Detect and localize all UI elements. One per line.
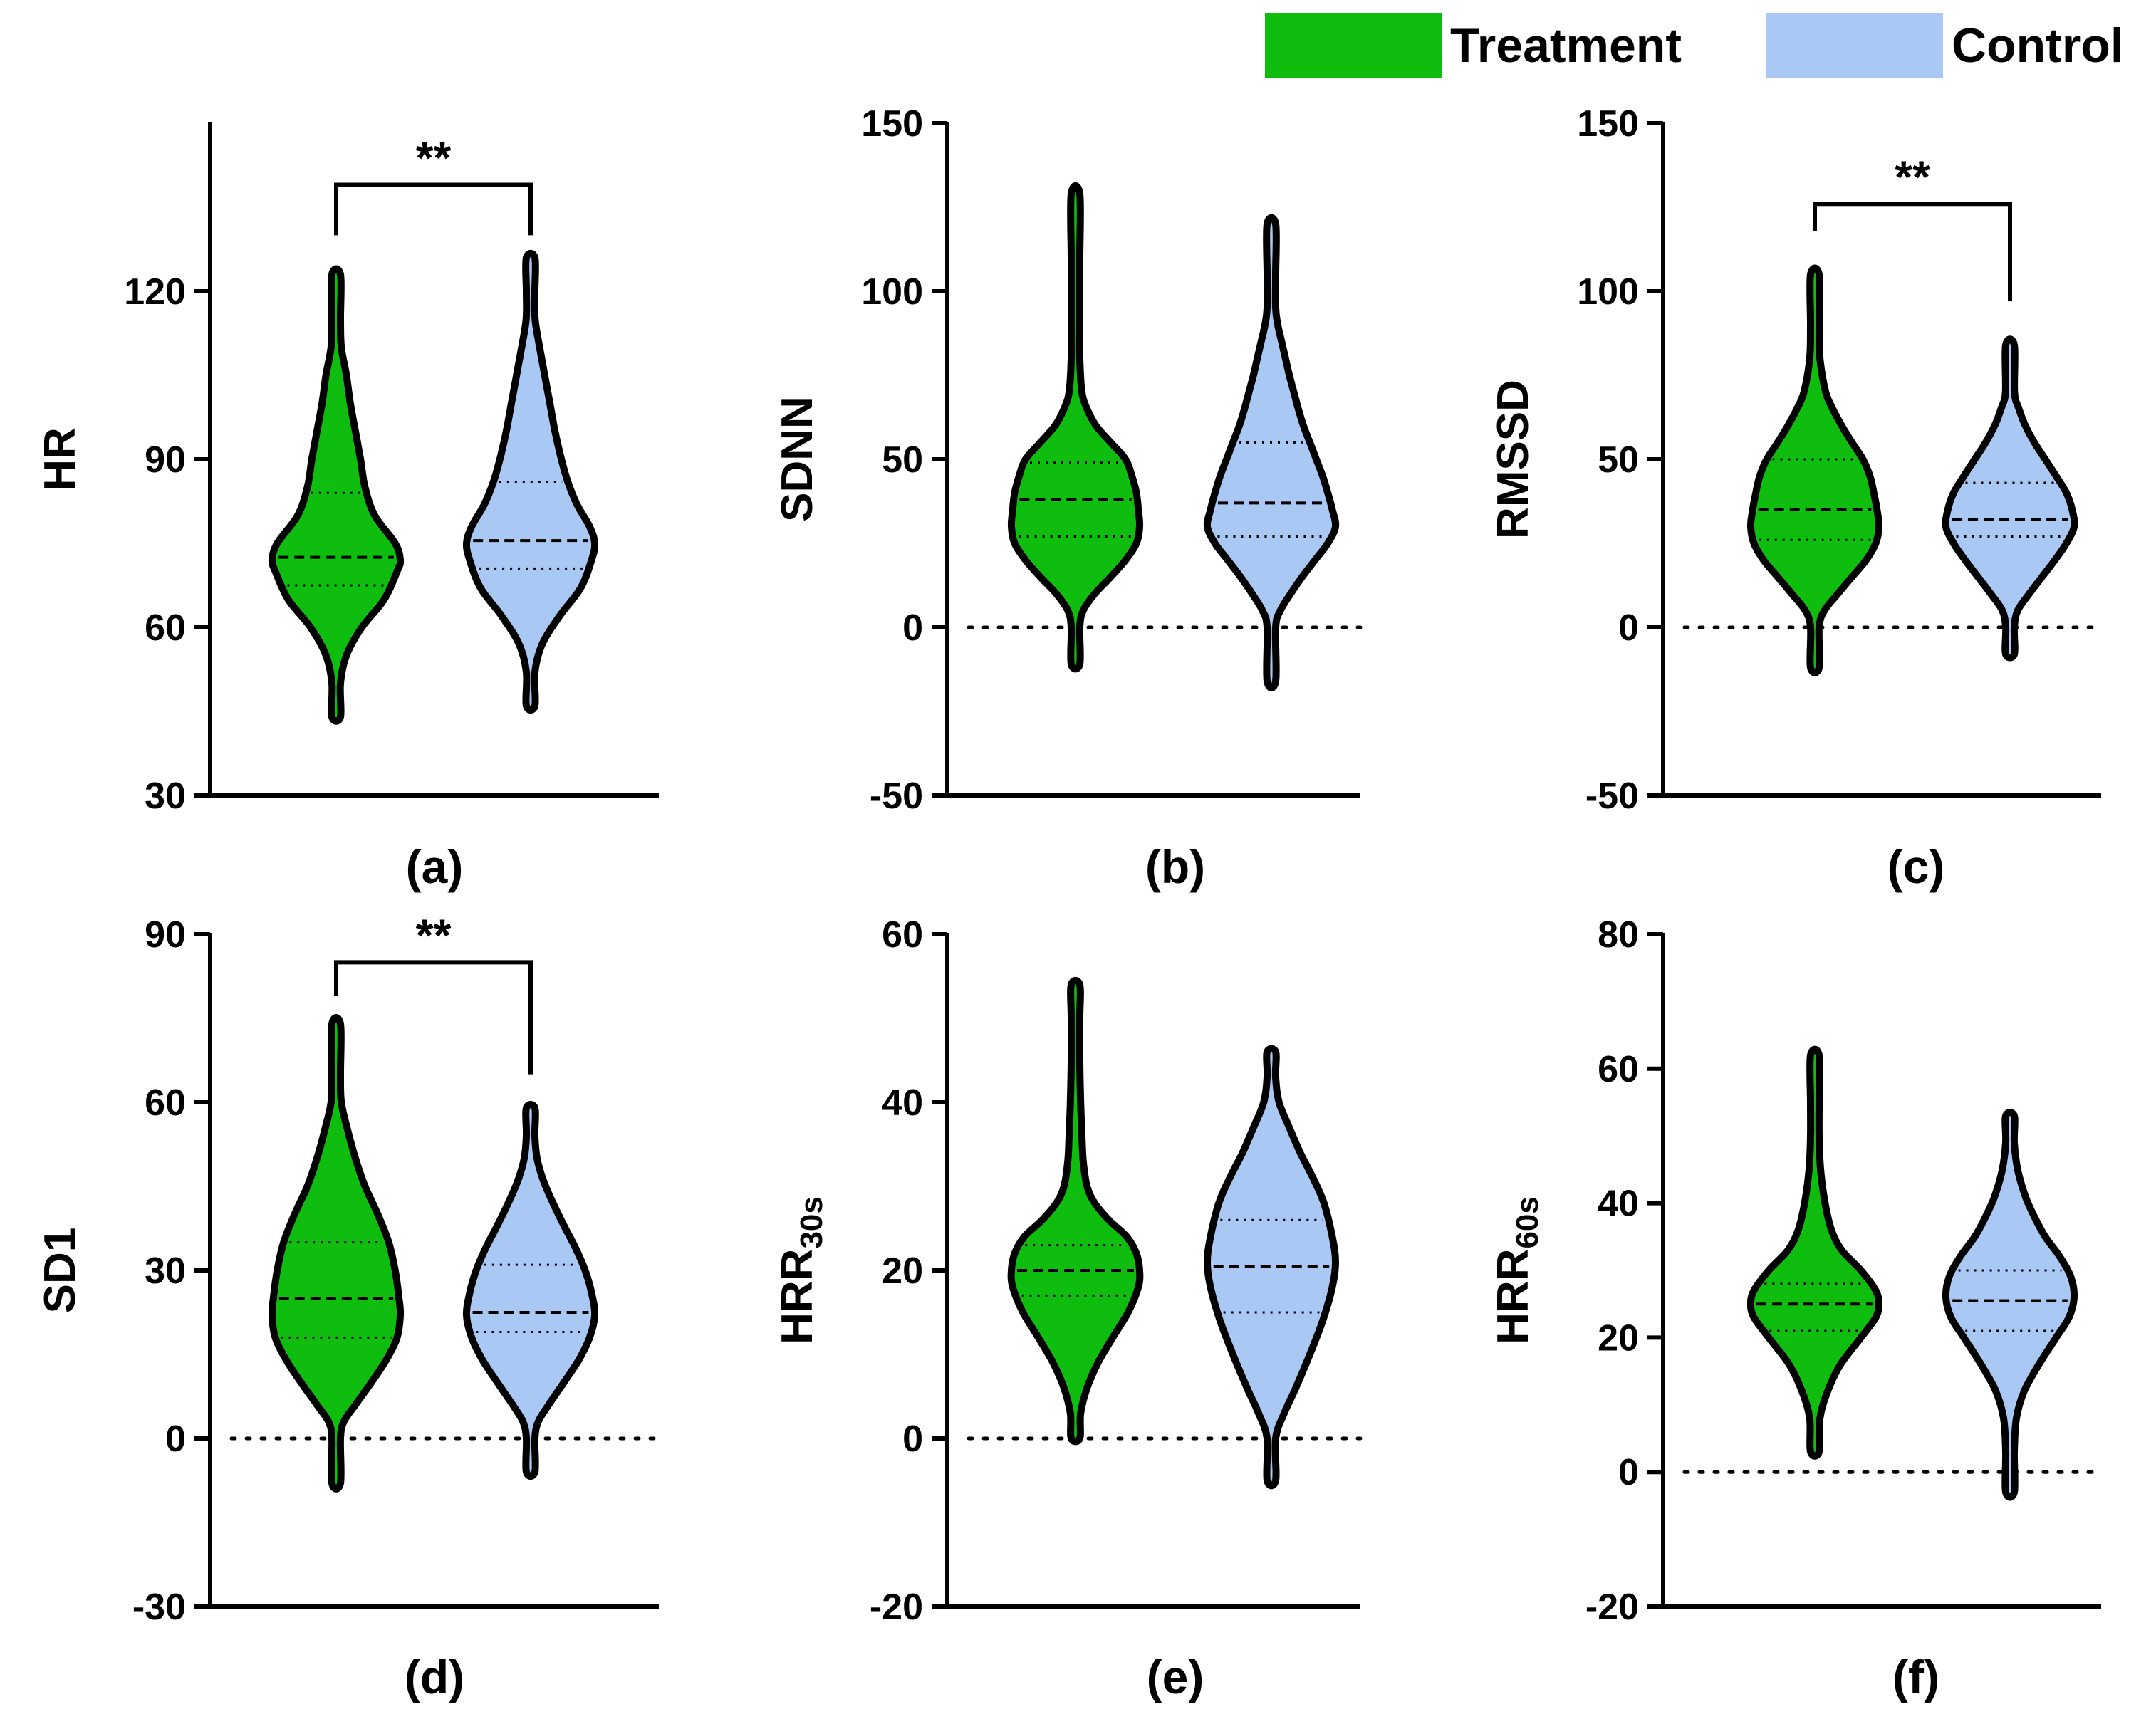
panel-label: (b) — [1145, 840, 1205, 893]
violin-treatment — [1747, 1045, 1882, 1460]
y-tick-label: 0 — [165, 1418, 186, 1460]
y-tick-label: 40 — [882, 1082, 923, 1124]
y-tick-label: -20 — [870, 1587, 923, 1628]
legend-treatment-swatch — [1265, 13, 1442, 78]
panel-b: -50 0 50 100 150 SDNN (b) — [773, 103, 1363, 893]
y-tick-label: 60 — [145, 1082, 186, 1124]
y-tick-label: 60 — [882, 914, 923, 956]
y-tick-label: 100 — [861, 271, 923, 313]
y-tick-label: 90 — [145, 439, 186, 481]
violin-control — [1942, 335, 2078, 662]
legend-control-swatch — [1766, 13, 1943, 78]
y-tick-label: 30 — [145, 775, 186, 817]
y-tick-label: -20 — [1585, 1587, 1639, 1628]
significance-bracket — [334, 960, 533, 1075]
violin-control — [1204, 1045, 1339, 1490]
panel-a: 30 60 90 120 HR (a) ** — [36, 122, 659, 893]
y-tick-label: -50 — [870, 775, 923, 817]
panel-f: -20 0 20 40 60 80 HRR60s (f) — [1489, 914, 2103, 1703]
significance-bracket — [334, 182, 533, 236]
violin-control — [1942, 1109, 2078, 1501]
y-tick-label: 90 — [145, 914, 186, 956]
y-tick-label: 60 — [145, 607, 186, 649]
y-tick-label: 40 — [1598, 1184, 1639, 1225]
y-axis-label-main: SD1 — [36, 1228, 85, 1314]
violin-control — [462, 1101, 599, 1480]
legend-control-label: Control — [1952, 19, 2124, 73]
violin-treatment — [268, 1014, 405, 1493]
y-tick-label: 20 — [882, 1250, 923, 1292]
violin-treatment — [268, 265, 405, 725]
panel-label: (c) — [1887, 840, 1945, 893]
y-tick-label: -30 — [132, 1587, 186, 1628]
y-tick-label: 50 — [1598, 439, 1639, 481]
y-tick-label: 60 — [1598, 1049, 1639, 1090]
panel-d: -30 0 30 60 90 SD1 (d) ** — [36, 909, 661, 1703]
panel-label: (e) — [1147, 1651, 1204, 1703]
y-tick-label: 0 — [1618, 607, 1639, 649]
panel-c: -50 0 50 100 150 RMSSD (c) ** — [1489, 103, 2103, 893]
y-tick-label: -50 — [1585, 775, 1639, 817]
y-axis-label: HRR60s — [1489, 1196, 1545, 1344]
panel-label: (a) — [406, 840, 464, 893]
violin-treatment — [1746, 264, 1883, 676]
y-axis-label-main: HR — [36, 427, 85, 491]
significance-label: ** — [416, 132, 452, 184]
significance-bracket — [1813, 202, 2012, 302]
y-tick-label: 20 — [1598, 1317, 1639, 1359]
y-axis-label-main: RMSSD — [1489, 380, 1538, 539]
y-axis-label-main: SDNN — [773, 397, 822, 522]
legend-treatment-label: Treatment — [1450, 19, 1682, 73]
panel-label: (f) — [1892, 1651, 1939, 1703]
y-axis-label: SD1 — [36, 1228, 85, 1314]
legend-control: Control — [1766, 13, 2124, 78]
y-axis-label: HRR30s — [773, 1196, 829, 1344]
y-axis-label-subscript: 60s — [1510, 1196, 1545, 1248]
panel-e: -20 0 20 40 60 HRR30s (e) — [773, 914, 1363, 1703]
violin-treatment — [1007, 182, 1144, 673]
y-tick-label: 150 — [861, 103, 923, 145]
y-axis-label: RMSSD — [1489, 380, 1538, 539]
y-axis-label-subscript: 30s — [794, 1196, 829, 1248]
y-axis-label-main: HRR — [1489, 1249, 1538, 1344]
significance-label: ** — [416, 909, 452, 961]
violin-treatment — [1007, 976, 1144, 1446]
y-axis-label-main: HRR — [773, 1249, 822, 1344]
violin-control — [1203, 214, 1340, 691]
y-tick-label: 120 — [124, 271, 186, 313]
y-tick-label: 50 — [882, 439, 923, 481]
y-axis-label: SDNN — [773, 397, 822, 522]
panel-label: (d) — [405, 1651, 464, 1703]
y-tick-label: 150 — [1577, 103, 1639, 145]
legend: Treatment — [1265, 13, 1682, 78]
y-tick-label: 100 — [1577, 271, 1639, 313]
y-tick-label: 80 — [1598, 914, 1639, 956]
y-tick-label: 30 — [145, 1250, 186, 1292]
significance-label: ** — [1895, 151, 1930, 202]
y-tick-label: 0 — [902, 1418, 923, 1460]
y-tick-label: 0 — [1618, 1452, 1639, 1493]
y-tick-label: 0 — [902, 607, 923, 649]
y-axis-label: HR — [36, 427, 85, 491]
